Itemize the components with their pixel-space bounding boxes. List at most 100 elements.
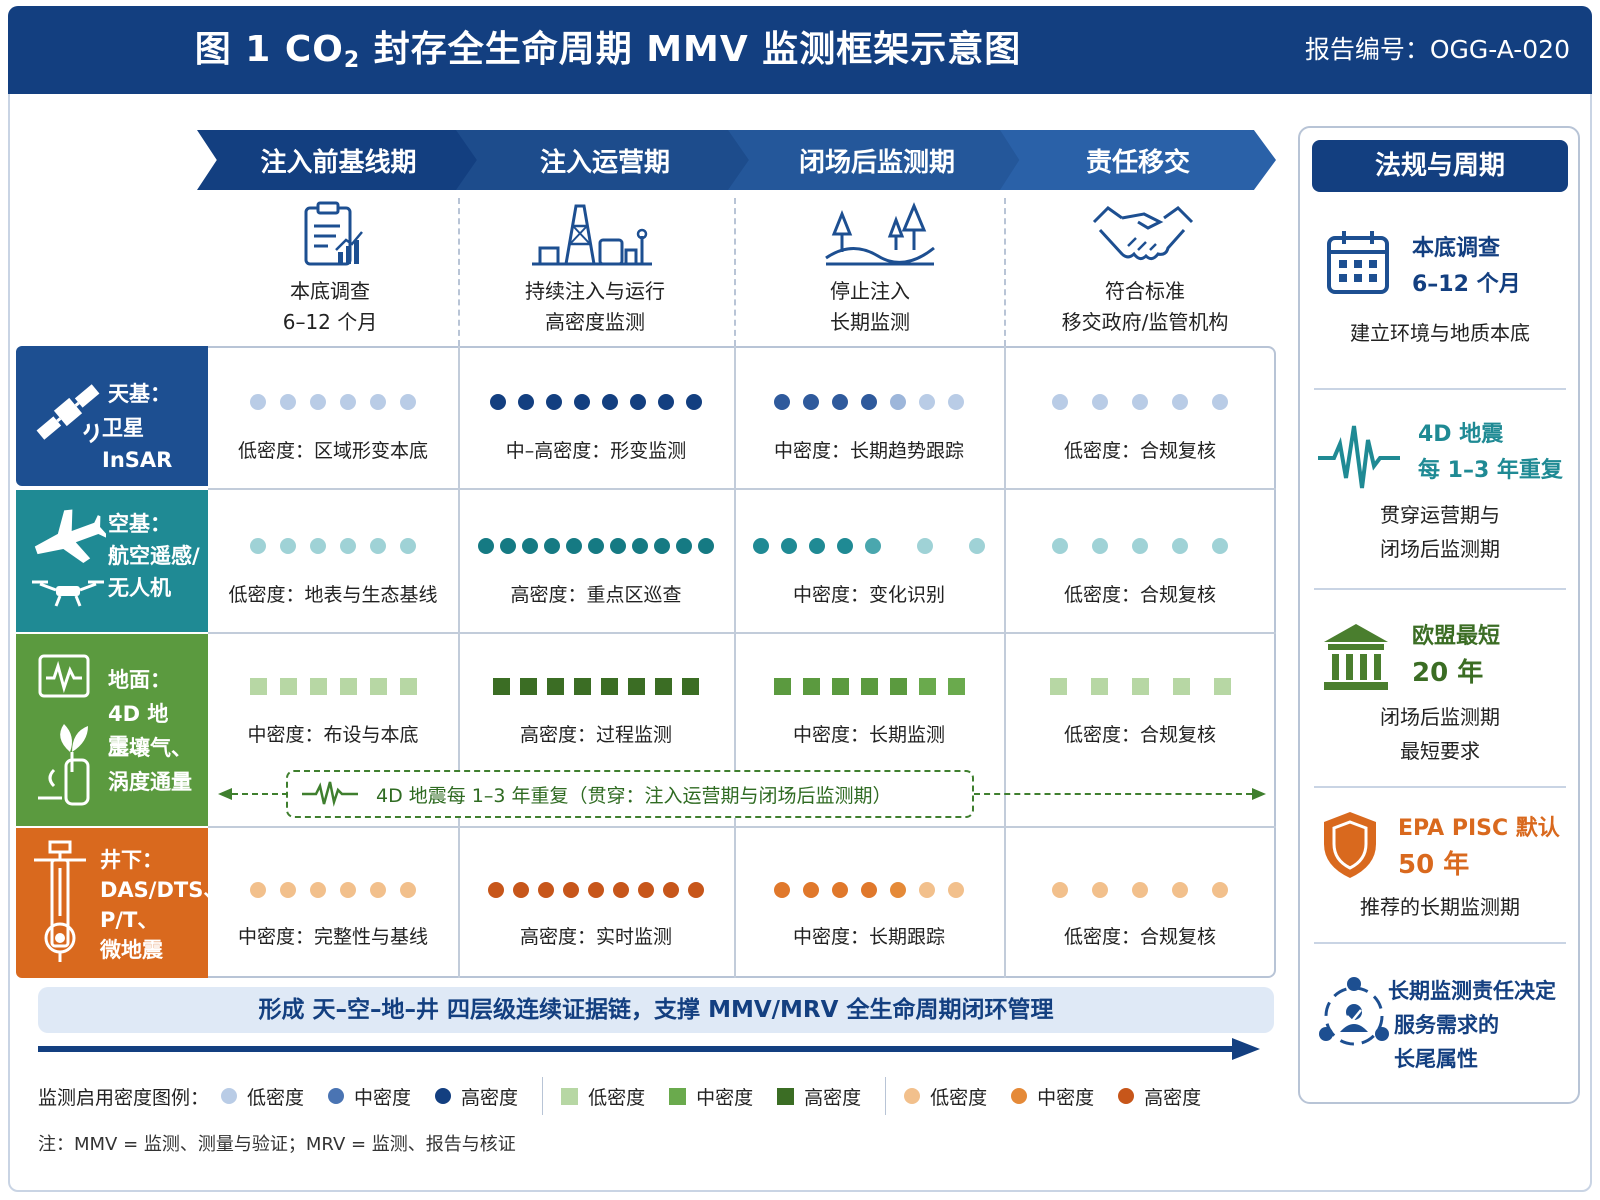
density-dot (250, 882, 266, 898)
seismic-span-text: 4D 地震每 1–3 年重复（贯穿：注入运营期与闭场后监测期） (376, 784, 892, 807)
span-line-left (232, 793, 288, 795)
density-dot (518, 394, 534, 410)
cell-text: 高密度：重点区巡查 (510, 584, 682, 606)
regulation-panel (1298, 126, 1580, 1104)
density-marks (208, 880, 458, 900)
density-square (655, 677, 672, 695)
panel-block-4-line1: EPA PISC 默认 (1398, 816, 1560, 841)
panel-block-2-desc2: 闭场后监测期 (1380, 537, 1500, 561)
landscape-trees-icon (825, 202, 935, 266)
panel-block-5-line1: 长期监测责任决定 (1388, 979, 1556, 1003)
row-label-line: 土壤气、 (108, 736, 192, 760)
cell-text: 低密度：地表与生态基线 (228, 584, 438, 606)
density-gap (945, 538, 957, 554)
row-label-line: 地面： (108, 668, 171, 692)
density-dot (1212, 538, 1228, 554)
density-dot (310, 882, 326, 898)
panel-block-3-line2: 20 年 (1412, 658, 1484, 688)
phase-baseline: 注入前基线期 (197, 130, 480, 190)
density-marks (1004, 536, 1276, 556)
density-marks (458, 536, 734, 556)
row-label-line: 无人机 (108, 576, 171, 600)
legend-label: 中密度 (696, 1086, 754, 1109)
phase-injection: 注入运营期 (456, 130, 754, 190)
density-dot (588, 882, 604, 898)
row-label-well: 井下： DAS/DTS、 P/T、 微地震 (16, 828, 224, 978)
density-dot (698, 538, 714, 554)
legend-title: 监测启用密度图例： (38, 1086, 210, 1109)
page-title: 图 1 CO2 封存全生命周期 MMV 监测框架示意图 (194, 29, 1022, 73)
density-dot (837, 538, 853, 554)
density-dot (861, 394, 877, 410)
airplane-drone-icon (32, 509, 106, 607)
density-dot (663, 882, 679, 898)
density-square (628, 677, 645, 695)
legend-item: 中密度 (328, 1083, 411, 1110)
shield-icon (1324, 812, 1376, 878)
legend-label: 低密度 (588, 1086, 646, 1109)
legend-dot (1118, 1088, 1135, 1104)
panel-divider (1314, 588, 1566, 590)
phase-divider (458, 198, 460, 346)
density-dot (919, 394, 935, 410)
density-square (547, 677, 564, 695)
density-dot (500, 538, 516, 554)
density-marks (458, 676, 734, 696)
legend-square (561, 1087, 579, 1105)
density-dot (310, 394, 326, 410)
density-dot (513, 882, 529, 898)
density-dot (400, 882, 416, 898)
density-dot (890, 394, 906, 410)
panel-block-3-desc1: 闭场后监测期 (1380, 705, 1500, 729)
density-dot (1052, 538, 1068, 554)
density-dot (688, 882, 704, 898)
legend-dot (904, 1088, 921, 1104)
phase-desc-transfer: 符合标准 移交政府/监管机构 (1061, 279, 1229, 334)
phase-transfer: 责任移交 (1000, 130, 1276, 190)
header-bar: 图 1 CO2 封存全生命周期 MMV 监测框架示意图 报告编号：OGG-A-0… (8, 6, 1592, 94)
density-dot (340, 394, 356, 410)
legend-label: 低密度 (930, 1086, 988, 1109)
density-marks (208, 392, 458, 412)
density-dot (832, 394, 848, 410)
density-dot (832, 882, 848, 898)
row-label-line: 天基： (108, 382, 171, 406)
density-dot (310, 538, 326, 554)
density-marks (734, 392, 1004, 412)
density-dot (1172, 882, 1188, 898)
density-dot (781, 538, 797, 554)
cell-text: 低密度：区域形变本底 (237, 440, 428, 462)
legend-item: 高密度 (435, 1083, 518, 1110)
legend-label: 高密度 (461, 1086, 519, 1109)
panel-block-3-line1: 欧盟最短 (1412, 624, 1501, 649)
calendar-icon (1327, 231, 1389, 294)
span-line-right (974, 793, 1252, 795)
arrow-left-icon (218, 788, 232, 800)
density-dot (1212, 394, 1228, 410)
row-divider (208, 632, 1276, 634)
legend-label: 中密度 (1037, 1086, 1095, 1109)
density-dot (370, 394, 386, 410)
density-marks (1004, 676, 1276, 696)
density-dot (1212, 882, 1228, 898)
density-dot (250, 394, 266, 410)
phase-divider (1004, 198, 1006, 346)
column-divider (458, 346, 460, 978)
row-label-line: 涡度通量 (108, 770, 192, 794)
density-square (574, 677, 591, 695)
panel-block-4-line2: 50 年 (1398, 850, 1470, 880)
density-dot (948, 882, 964, 898)
density-dot (809, 538, 825, 554)
row-label-line: 卫星 InSAR (102, 416, 173, 472)
density-square (773, 677, 791, 695)
density-square (399, 677, 417, 695)
legend-dot (221, 1088, 238, 1104)
legend-item: 低密度 (221, 1083, 304, 1110)
density-square (802, 677, 820, 695)
density-square (889, 677, 907, 695)
seismic-span-note: 4D 地震每 1–3 年重复（贯穿：注入运营期与闭场后监测期） (286, 770, 974, 818)
row-label-line: 4D 地震、 (108, 702, 169, 758)
cell-text: 高密度：实时监测 (519, 926, 672, 948)
seismic-wave-icon (1318, 425, 1400, 489)
density-dot (861, 882, 877, 898)
